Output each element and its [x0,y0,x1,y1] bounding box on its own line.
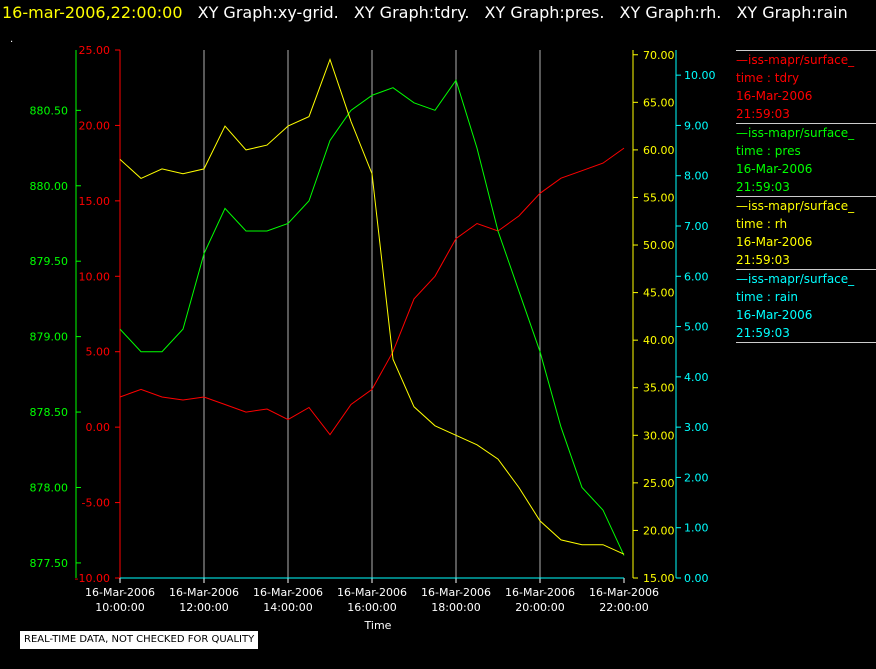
rh-tick-label: 30.00 [643,429,675,442]
legend-time: 21:59:03 [736,107,790,121]
rain-tick-label: 9.00 [684,119,709,132]
legend-source: —iss-mapr/surface_ [736,272,855,286]
legend-entry-tdry[interactable]: —iss-mapr/surface_ time : tdry 16-Mar-20… [736,50,876,123]
pres-tick-label: 878.50 [30,406,69,419]
x-tick-label-time: 12:00:00 [179,601,228,614]
tdry-tick-label: 20.00 [79,119,111,132]
x-tick-label-date: 16-Mar-2006 [85,586,155,599]
rh-tick-label: 50.00 [643,239,675,252]
rain-tick-label: 4.00 [684,371,709,384]
legend: —iss-mapr/surface_ time : tdry 16-Mar-20… [736,50,876,343]
rh-tick-label: 20.00 [643,524,675,537]
rh-tick-label: 45.00 [643,287,675,300]
rh-tick-label: 60.00 [643,144,675,157]
header-title-rh[interactable]: XY Graph:rh. [619,3,722,22]
pres-tick-label: 878.00 [30,481,69,494]
header-timestamp: 16-mar-2006,22:00:00 [2,3,183,22]
rh-tick-label: 55.00 [643,191,675,204]
rh-tick-label: 15.00 [643,572,675,585]
rain-tick-label: 7.00 [684,220,709,233]
header-title-pres[interactable]: XY Graph:pres. [484,3,605,22]
tdry-tick-label: 25.00 [79,44,111,57]
legend-time: 21:59:03 [736,253,790,267]
rh-tick-label: 40.00 [643,334,675,347]
tdry-tick-label: -5.00 [82,497,110,510]
x-tick-label-date: 16-Mar-2006 [253,586,323,599]
tdry-tick-label: -10.00 [75,572,110,585]
legend-field: time : pres [736,144,801,158]
x-tick-label-time: 10:00:00 [95,601,144,614]
header-dot: . [10,34,14,45]
rh-tick-label: 70.00 [643,49,675,62]
pres-tick-label: 879.50 [30,255,69,268]
legend-entry-pres[interactable]: —iss-mapr/surface_ time : pres 16-Mar-20… [736,123,876,196]
tdry-tick-label: 10.00 [79,270,111,283]
x-tick-label-time: 16:00:00 [347,601,396,614]
legend-field: time : tdry [736,71,800,85]
xy-graph: 877.50 878.00 878.50 879.00 879.50 880.00 880.… [30,44,716,632]
series-pres-line [119,79,625,556]
x-tick-label-time: 20:00:00 [515,601,564,614]
pres-tick-label: 879.00 [30,331,69,344]
rh-tick-label: 35.00 [643,382,675,395]
rain-tick-label: 1.00 [684,522,709,535]
rh-tick-label: 25.00 [643,477,675,490]
x-tick-label-date: 16-Mar-2006 [505,586,575,599]
tdry-tick-label: 0.00 [86,421,111,434]
x-axis-label: Time [364,619,392,632]
series-tdry-line [119,147,625,436]
x-tick-label-date: 16-Mar-2006 [337,586,407,599]
legend-field: time : rh [736,217,788,231]
header-title-xy-grid[interactable]: XY Graph:xy-grid. [197,3,339,22]
legend-source: —iss-mapr/surface_ [736,199,855,213]
rain-tick-label: 6.00 [684,270,709,283]
legend-date: 16-Mar-2006 [736,89,813,103]
legend-date: 16-Mar-2006 [736,162,813,176]
rain-tick-label: 3.00 [684,421,709,434]
legend-date: 16-Mar-2006 [736,308,813,322]
legend-entry-rh[interactable]: —iss-mapr/surface_ time : rh 16-Mar-2006… [736,196,876,269]
rain-tick-label: 8.00 [684,170,709,183]
rain-tick-label: 0.00 [684,572,709,585]
legend-time: 21:59:03 [736,180,790,194]
quality-notice: REAL-TIME DATA, NOT CHECKED FOR QUALITY [20,631,259,649]
x-tick-label-time: 22:00:00 [599,601,648,614]
x-tick-label-time: 14:00:00 [263,601,312,614]
tdry-tick-label: 5.00 [86,346,111,359]
legend-time: 21:59:03 [736,326,790,340]
x-tick-label-date: 16-Mar-2006 [169,586,239,599]
x-tick-label-time: 18:00:00 [431,601,480,614]
pres-tick-label: 880.00 [30,180,69,193]
legend-date: 16-Mar-2006 [736,235,813,249]
legend-field: time : rain [736,290,799,304]
rh-tick-label: 65.00 [643,96,675,109]
legend-source: —iss-mapr/surface_ [736,53,855,67]
chart-header: 16-mar-2006,22:00:00 XY Graph:xy-grid. X… [2,3,848,23]
series-rh-line [119,57,625,555]
header-title-rain[interactable]: XY Graph:rain [736,3,848,22]
rain-tick-label: 2.00 [684,471,709,484]
x-tick-label-date: 16-Mar-2006 [421,586,491,599]
rain-tick-label: 5.00 [684,321,709,334]
pres-tick-label: 880.50 [30,104,69,117]
legend-source: —iss-mapr/surface_ [736,126,855,140]
pres-tick-label: 877.50 [30,557,69,570]
rain-tick-label: 10.00 [684,69,716,82]
header-title-tdry[interactable]: XY Graph:tdry. [353,3,470,22]
x-tick-label-date: 16-Mar-2006 [589,586,659,599]
tdry-tick-label: 15.00 [79,195,111,208]
legend-entry-rain[interactable]: —iss-mapr/surface_ time : rain 16-Mar-20… [736,269,876,343]
